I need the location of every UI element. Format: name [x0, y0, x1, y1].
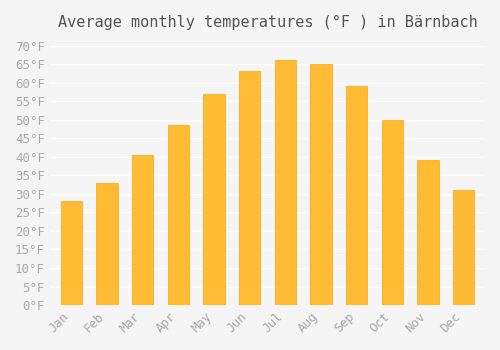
Bar	[203, 94, 224, 305]
Bar	[310, 64, 332, 305]
Bar	[453, 190, 474, 305]
Bar	[417, 160, 438, 305]
Bar	[60, 201, 82, 305]
Bar	[132, 155, 154, 305]
Title: Average monthly temperatures (°F ) in Bärnbach: Average monthly temperatures (°F ) in Bä…	[58, 15, 478, 30]
Bar	[346, 86, 368, 305]
Bar	[168, 125, 189, 305]
Bar	[96, 183, 118, 305]
Bar	[382, 120, 403, 305]
Bar	[239, 71, 260, 305]
Bar	[274, 60, 296, 305]
